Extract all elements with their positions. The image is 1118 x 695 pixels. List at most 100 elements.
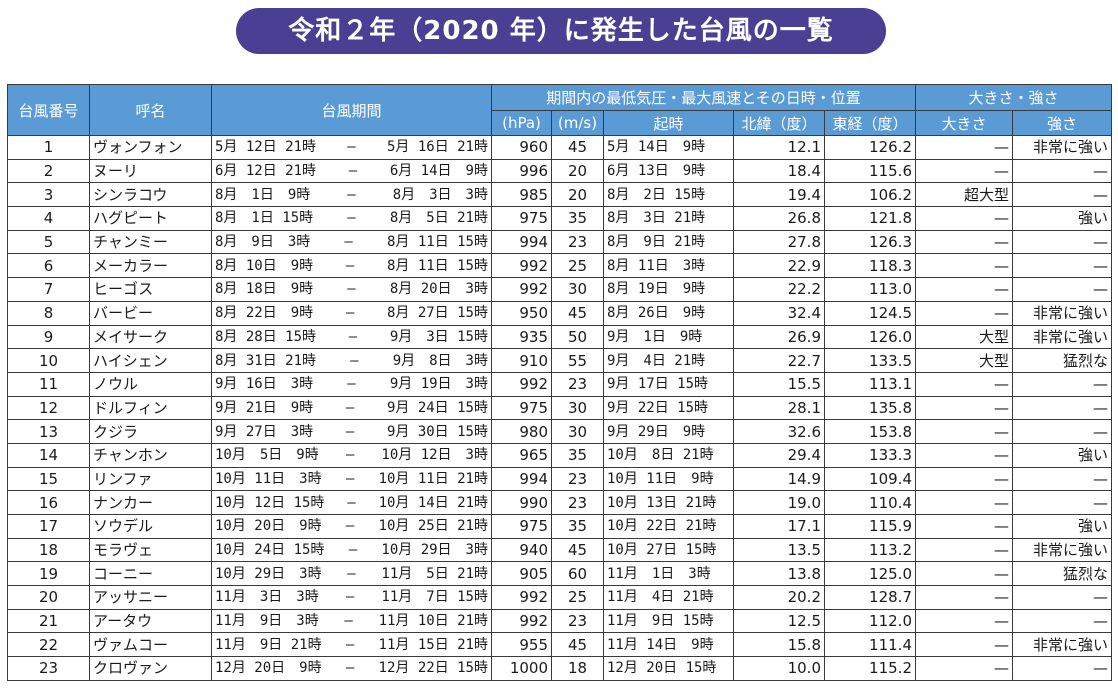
- period-end: 9月 19日 3時: [389, 376, 488, 393]
- size-class: —: [915, 490, 1013, 515]
- table-row: 6 メーカラー 8月 10日 9時 — 8月 11日 15時 992 25 8月 11日 3時…: [7, 253, 1113, 279]
- strength-class: —: [1011, 371, 1113, 397]
- max-wind: 45: [551, 632, 604, 658]
- typhoon-number: 10: [7, 348, 90, 373]
- max-wind: 45: [551, 300, 604, 326]
- header-group-peak: 期間内の最低気圧・最大風速とその日時・位置: [491, 84, 916, 111]
- peak-time: 8月 9日 21時: [603, 229, 734, 255]
- typhoon-period: 10月 5日 9時 — 10月 12日 3時: [211, 442, 492, 468]
- typhoon-period: 8月 10日 9時 — 8月 11日 15時: [211, 253, 492, 279]
- latitude: 12.1: [733, 135, 825, 160]
- size-class: —: [915, 466, 1013, 492]
- table-row: 4 ハグピート 8月 1日 15時 — 8月 5日 21時 975 35 8月 3日 21時 2…: [7, 206, 1113, 231]
- latitude: 19.4: [733, 182, 825, 208]
- size-class: —: [915, 135, 1013, 160]
- strength-class: 非常に強い: [1011, 632, 1113, 658]
- max-wind: 23: [551, 466, 604, 492]
- max-wind: 35: [551, 514, 604, 539]
- max-wind: 18: [551, 656, 604, 681]
- max-wind: 23: [551, 371, 604, 397]
- typhoon-number: 20: [7, 585, 90, 610]
- typhoon-name: コーニー: [89, 561, 212, 587]
- typhoon-period: 6月 12日 21時 — 6月 14日 9時: [211, 158, 492, 184]
- period-end: 5月 16日 21時: [386, 139, 488, 156]
- longitude: 121.8: [824, 206, 916, 231]
- typhoon-name: ドルフィン: [89, 395, 212, 421]
- period-end: 10月 12日 3時: [381, 447, 488, 464]
- table-row: 8 バービー 8月 22日 9時 — 8月 27日 15時 950 45 8月 26日 9時 3…: [7, 300, 1113, 326]
- peak-time: 8月 2日 15時: [603, 182, 734, 208]
- typhoon-name: チャンミー: [89, 229, 212, 255]
- latitude: 17.1: [733, 514, 825, 539]
- period-end: 9月 24日 15時: [386, 399, 488, 416]
- period-end: 8月 27日 15時: [386, 305, 488, 322]
- strength-class: 猛烈な: [1011, 561, 1113, 587]
- typhoon-number: 6: [7, 253, 90, 279]
- longitude: 124.5: [824, 300, 916, 326]
- strength-class: —: [1011, 182, 1113, 208]
- latitude: 10.0: [733, 656, 825, 681]
- header-size: 大きさ: [915, 110, 1013, 136]
- page-title: 令和２年（2020 年）に発生した台風の一覧: [236, 8, 886, 54]
- period-start: 8月 9日 3時: [215, 234, 311, 251]
- latitude: 19.0: [733, 490, 825, 515]
- period-separator: —: [347, 494, 356, 511]
- table-row: 7 ヒーゴス 8月 18日 9時 — 8月 20日 3時 992 30 8月 19日 9時 22…: [7, 277, 1113, 302]
- period-end: 12月 22日 15時: [378, 660, 488, 677]
- table-row: 22 ヴァムコー 11月 9日 21時 — 11月 15日 21時 955 45 11月 14…: [7, 632, 1113, 658]
- period-end: 9月 3日 15時: [389, 328, 488, 345]
- period-start: 12月 20日 9時: [215, 660, 322, 677]
- size-class: —: [915, 277, 1013, 302]
- min-pressure: 935: [491, 324, 552, 350]
- longitude: 126.2: [824, 135, 916, 160]
- min-pressure: 950: [491, 300, 552, 326]
- latitude: 26.9: [733, 324, 825, 350]
- min-pressure: 996: [491, 158, 552, 184]
- typhoon-number: 1: [7, 135, 90, 160]
- period-separator: —: [347, 565, 356, 582]
- strength-class: 非常に強い: [1011, 300, 1113, 326]
- period-start: 9月 21日 9時: [215, 399, 314, 416]
- min-pressure: 992: [491, 253, 552, 279]
- typhoon-number: 21: [7, 608, 90, 634]
- period-start: 11月 3日 3時: [215, 589, 319, 606]
- size-class: —: [915, 442, 1013, 468]
- typhoon-name: チャンホン: [89, 442, 212, 468]
- peak-time: 9月 22日 15時: [603, 395, 734, 421]
- longitude: 153.8: [824, 419, 916, 444]
- typhoon-period: 11月 9日 3時 — 11月 10日 21時: [211, 608, 492, 634]
- period-separator: —: [348, 542, 358, 559]
- typhoon-name: ノウル: [89, 371, 212, 397]
- strength-class: 非常に強い: [1011, 324, 1113, 350]
- size-class: —: [915, 608, 1013, 634]
- typhoon-period: 10月 29日 3時 — 11月 5日 21時: [211, 561, 492, 587]
- table-row: 11 ノウル 9月 16日 3時 —9月 19日 3時 992 23 9月 17日 15時 1…: [7, 371, 1113, 397]
- typhoon-period: 10月 20日 9時 — 10月 25日 21時: [211, 514, 492, 539]
- period-separator: —: [347, 139, 356, 156]
- typhoon-number: 23: [7, 656, 90, 681]
- min-pressure: 910: [491, 348, 552, 373]
- peak-time: 9月 29日 9時: [603, 419, 734, 444]
- header-group-size: 大きさ・強さ: [914, 84, 1113, 111]
- typhoon-name: ヴァムコー: [89, 632, 212, 658]
- typhoon-table-body: 1 ヴォンフォン 5月 12日 21時 —5月 16日 21時 960 45 5月 14日 …: [7, 135, 1113, 681]
- peak-time: 10月 27日 15時: [603, 537, 734, 563]
- table-row: 2 ヌーリ 6月 12日 21時 — 6月 14日 9時 996 20 6月 13日 9時 18…: [7, 158, 1113, 184]
- table-row: 3 シンラコウ 8月 1日 9時 — 8月 3日 3時 985 20 8月 2日 15時 19.…: [7, 182, 1113, 208]
- typhoon-number: 18: [7, 537, 90, 563]
- strength-class: —: [1011, 253, 1113, 279]
- typhoon-name: アータウ: [89, 608, 212, 634]
- period-separator: —: [345, 399, 355, 416]
- strength-class: 猛烈な: [1011, 348, 1113, 373]
- peak-time: 9月 1日 9時: [603, 324, 734, 350]
- typhoon-name: リンファ: [89, 466, 212, 492]
- period-start: 8月 18日 9時: [215, 281, 314, 298]
- strength-class: 非常に強い: [1011, 135, 1113, 160]
- table-row: 12 ドルフィン 9月 21日 9時 — 9月 24日 15時 975 30 9月 22日 1…: [7, 395, 1113, 421]
- period-start: 10月 24日 15時: [215, 542, 325, 559]
- min-pressure: 955: [491, 632, 552, 658]
- latitude: 13.8: [733, 561, 825, 587]
- typhoon-period: 10月 24日 15時 — 10月 29日 3時: [211, 537, 492, 563]
- max-wind: 30: [551, 277, 604, 302]
- peak-time: 10月 11日 9時: [603, 466, 734, 492]
